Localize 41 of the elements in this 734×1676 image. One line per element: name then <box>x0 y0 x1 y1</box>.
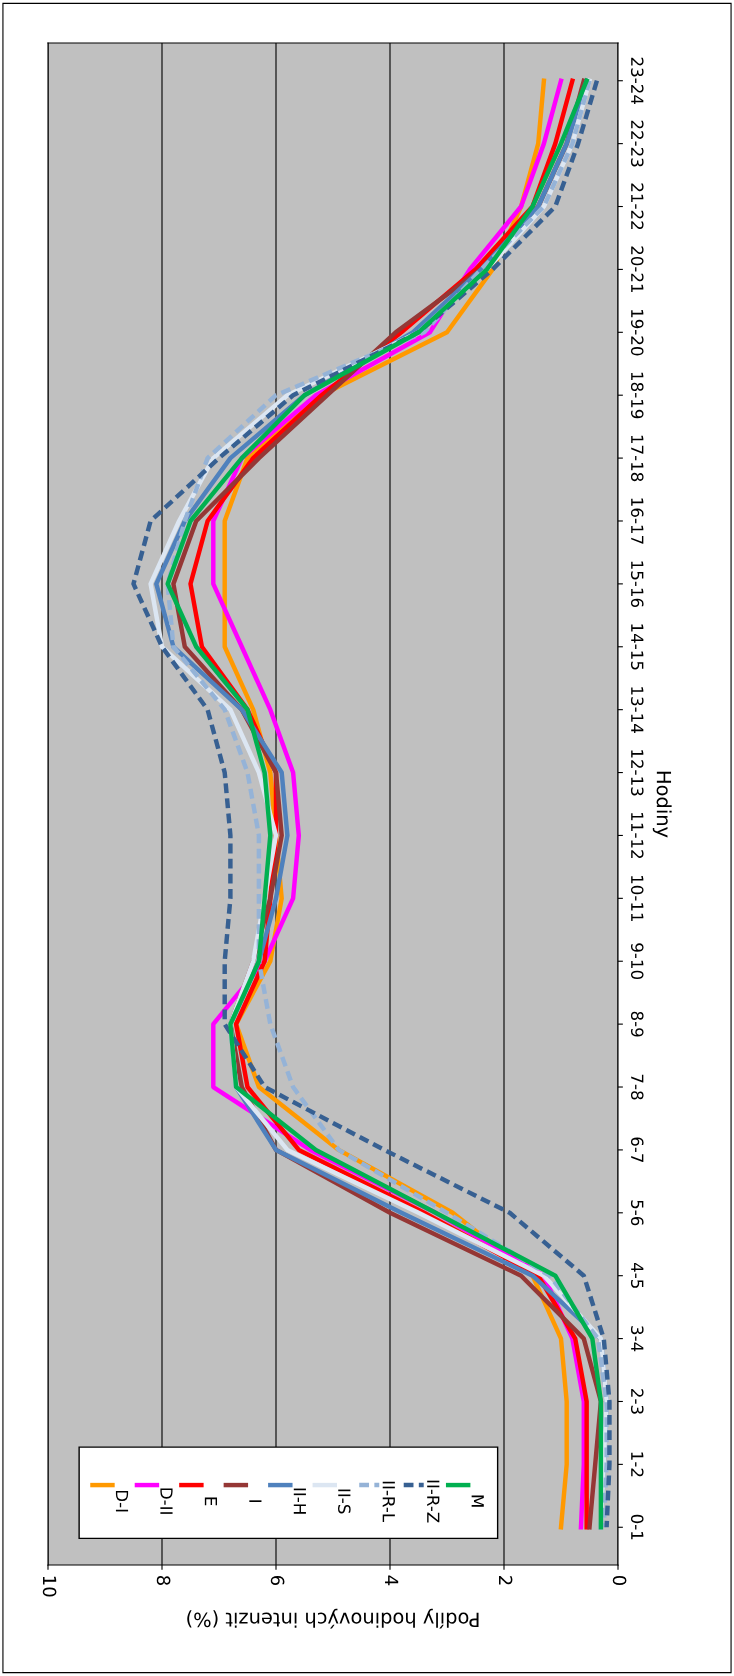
y-tick-label: 10-11 <box>630 875 644 922</box>
x-tick-label: 2 <box>499 1576 513 1585</box>
y-tick-label: 17-18 <box>630 435 644 482</box>
y-tick-label: 19-20 <box>630 309 644 356</box>
legend-label: E <box>204 1497 218 1506</box>
y-tick-label: 14-15 <box>630 624 644 670</box>
y-tick-label: 11-12 <box>631 813 644 858</box>
y-tick-label: 1-2 <box>631 1452 644 1477</box>
y-tick-label: 23-24 <box>630 57 644 105</box>
y-axis-title: Hodiny <box>652 771 672 838</box>
x-axis-title: Podíly hodinových intenzit (%) <box>187 1608 479 1629</box>
y-tick-label: 16-17 <box>630 498 644 544</box>
x-tick-label: 6 <box>270 1575 285 1586</box>
x-tick-label: 8 <box>156 1575 171 1585</box>
y-tick-label: 21-22 <box>631 183 644 230</box>
y-tick-label: 7-8 <box>630 1074 644 1100</box>
legend-label: M <box>471 1495 484 1507</box>
legend-label: II-R-L <box>382 1481 395 1523</box>
x-tick-label: 10 <box>42 1576 57 1597</box>
y-tick-label: 15-16 <box>630 561 644 608</box>
y-tick-label: 0-1 <box>630 1514 644 1540</box>
y-tick-label: 8-9 <box>630 1011 644 1037</box>
y-tick-label: 22-23 <box>630 120 644 167</box>
legend-label: D-II <box>160 1488 173 1514</box>
legend-label: II-S <box>338 1489 351 1514</box>
y-tick-label: 12-13 <box>630 750 644 796</box>
y-tick-label: 5-6 <box>630 1200 644 1226</box>
y-tick-label: 2-3 <box>630 1389 644 1414</box>
y-tick-label: 9-10 <box>630 943 644 980</box>
y-tick-label: 4-5 <box>630 1262 644 1288</box>
legend-label: D-I <box>115 1490 129 1512</box>
y-tick-label: 3-4 <box>630 1326 644 1352</box>
x-tick-label: 0 <box>612 1575 627 1586</box>
y-tick-label: 18-19 <box>630 372 644 419</box>
legend-label: I <box>249 1500 262 1502</box>
y-tick-label: 20-21 <box>630 246 644 293</box>
y-tick-label: 6-7 <box>630 1137 644 1163</box>
legend-label: II-R-Z <box>427 1480 440 1523</box>
x-tick-label: 4 <box>385 1575 399 1586</box>
legend-label: II-H <box>293 1488 306 1514</box>
y-tick-label: 13-14 <box>630 687 644 733</box>
